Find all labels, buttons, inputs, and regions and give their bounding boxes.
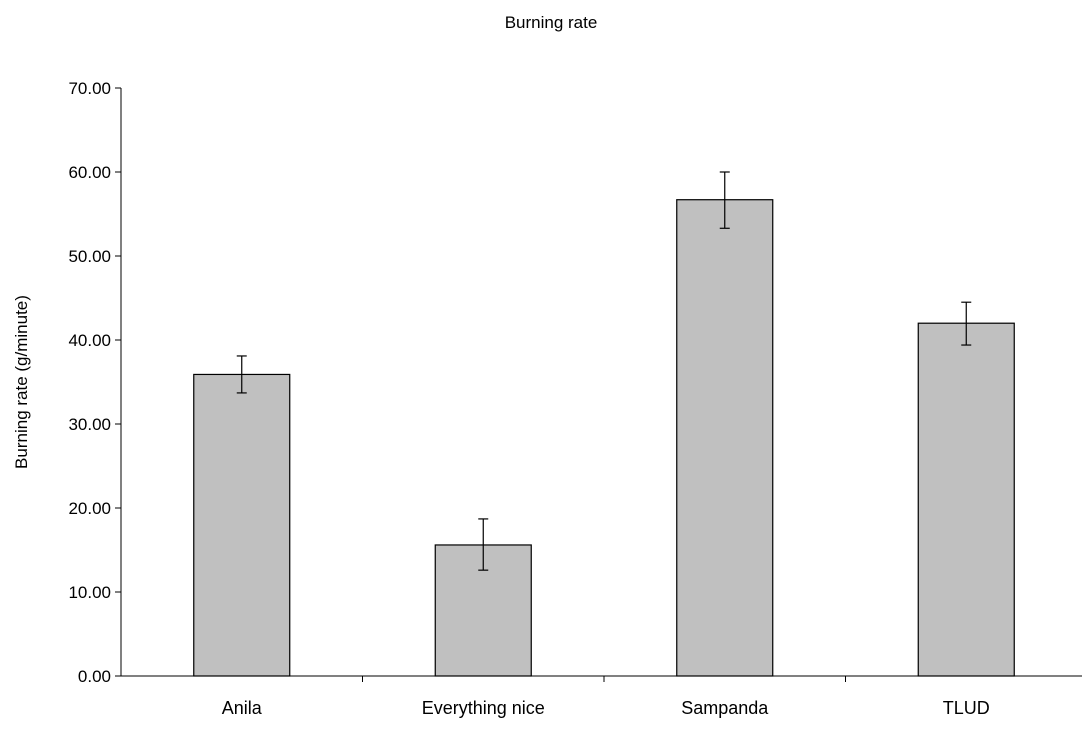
plot-area: 0.00 10.00 20.00 30.00 40.00 50.00 60.00 70.00 A… (68, 79, 1082, 718)
bar (676, 199, 774, 677)
bar (917, 322, 1015, 677)
y-tick-label: 30.00 (68, 415, 111, 434)
y-tick-label: 10.00 (68, 583, 111, 602)
y-tick-label: 50.00 (68, 247, 111, 266)
y-tick-label: 70.00 (68, 79, 111, 98)
y-tick-label: 40.00 (68, 331, 111, 350)
y-tick-label: 20.00 (68, 499, 111, 518)
y-tick-label: 0.00 (78, 667, 111, 686)
y-tick-label: 60.00 (68, 163, 111, 182)
x-category-label: Anila (222, 698, 263, 718)
chart-title: Burning rate (505, 13, 598, 32)
x-category-label: Everything nice (422, 698, 545, 718)
bar (193, 373, 291, 677)
x-category-label: Sampanda (681, 698, 769, 718)
x-category-label: TLUD (943, 698, 990, 718)
y-axis-label: Burning rate (g/minute) (12, 295, 31, 469)
